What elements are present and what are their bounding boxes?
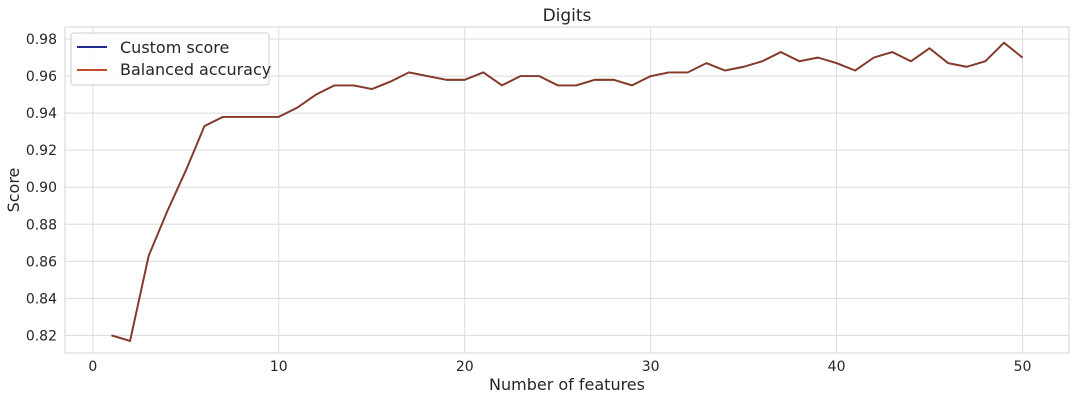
y-tick-label: 0.84: [26, 291, 57, 307]
x-axis-label: Number of features: [489, 375, 645, 394]
chart-title: Digits: [543, 6, 592, 26]
x-tick-label: 30: [642, 359, 660, 375]
y-tick-label: 0.96: [26, 69, 57, 85]
series-line-balanced-accuracy: [111, 41, 1024, 342]
legend-box: [70, 32, 270, 86]
y-tick-label: 0.90: [26, 180, 57, 196]
x-tick-label: 50: [1014, 359, 1032, 375]
y-tick-label: 0.94: [26, 106, 57, 122]
x-tick-label: 10: [270, 359, 288, 375]
series-lines: [111, 41, 1024, 342]
y-axis-label: Score: [4, 168, 23, 213]
y-tick-label: 0.92: [26, 143, 57, 159]
x-tick-label: 20: [456, 359, 474, 375]
y-tick-label: 0.98: [26, 32, 57, 48]
legend: Custom score Balanced accuracy: [70, 32, 271, 86]
legend-label-custom-score: Custom score: [120, 38, 229, 57]
y-tick-label: 0.82: [26, 328, 57, 344]
plot-frame: [64, 26, 1070, 354]
grid-lines: [65, 27, 1069, 353]
x-tick-label: 0: [88, 359, 97, 375]
legend-label-balanced-accuracy: Balanced accuracy: [120, 60, 271, 79]
y-tick-label: 0.88: [26, 217, 57, 233]
y-tick-label: 0.86: [26, 254, 57, 270]
x-tick-label: 40: [828, 359, 846, 375]
tick-labels: 0 10 20 30 40 50 0.82 0.84 0.86 0.88 0.90 0.92 0.94 0…: [26, 32, 1032, 375]
